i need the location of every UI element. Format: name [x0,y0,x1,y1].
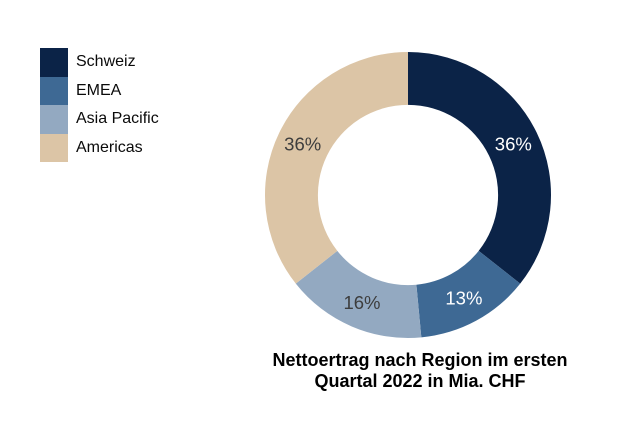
legend-label-asia-pacific: Asia Pacific [76,110,159,128]
donut-segment-emea [416,250,521,338]
legend-label-americas: Americas [76,138,143,156]
legend-item-asia-pacific: Asia Pacific [40,105,159,134]
chart-title: Nettoertrag nach Region im ersten Quarta… [272,350,567,392]
donut-segment-asia-pacific [295,250,422,339]
legend-item-americas: Americas [40,133,159,162]
segment-value-label-americas: 36% [284,133,321,154]
legend-label-schweiz: Schweiz [76,53,136,71]
donut-segment-americas [264,52,408,284]
segment-value-label-schweiz: 36% [495,133,532,154]
legend-label-emea: EMEA [76,81,122,99]
segment-value-label-asia-pacific: 16% [343,292,380,313]
segment-value-label-emea: 13% [445,287,482,308]
legend-swatch-asia-pacific [40,105,68,134]
chart-title-line-1: Nettoertrag nach Region im ersten [272,350,568,370]
chart-title-line-2: Quartal 2022 in Mia. CHF [314,371,526,391]
donut-segment-schweiz [408,52,552,284]
legend-item-schweiz: Schweiz [40,48,159,77]
chart-legend: Schweiz EMEA Asia Pacific Americas [40,48,159,162]
legend-swatch-americas [40,133,68,162]
legend-swatch-emea [40,76,68,105]
legend-item-emea: EMEA [40,76,159,105]
legend-swatch-schweiz [40,48,68,77]
